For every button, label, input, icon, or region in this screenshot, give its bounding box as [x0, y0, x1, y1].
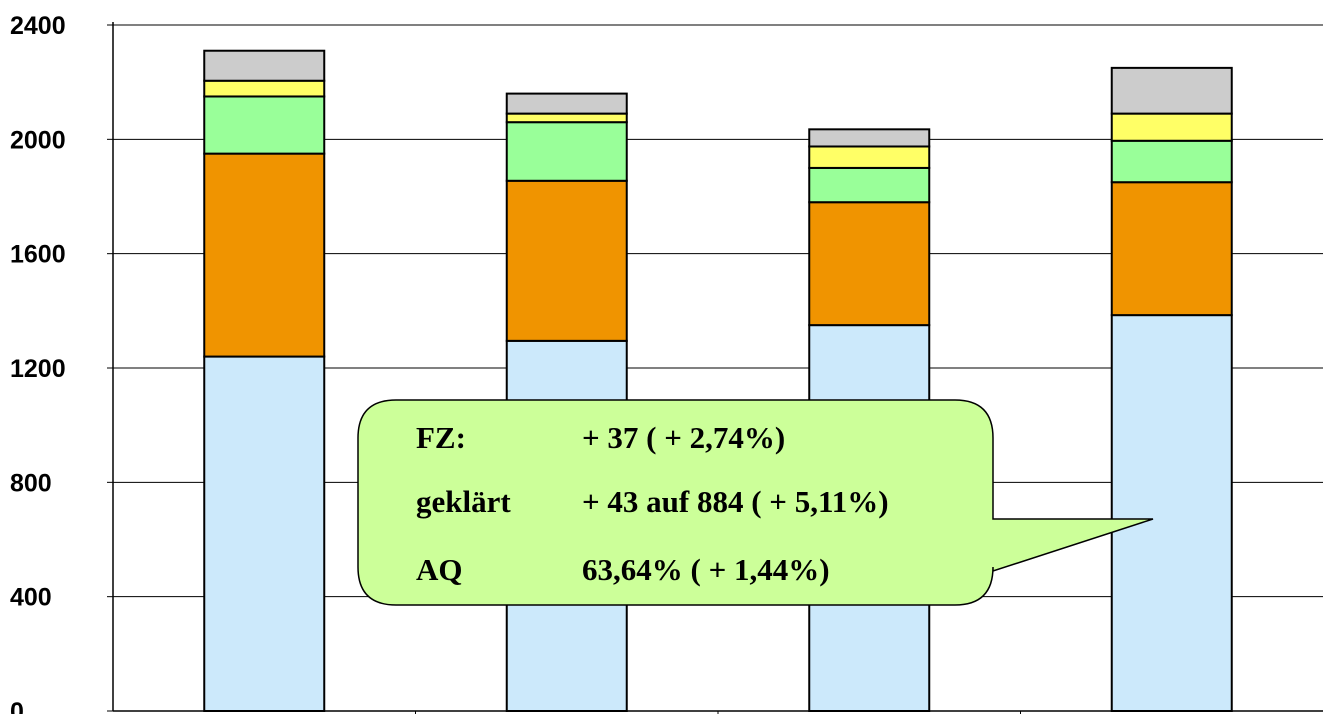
bar-segment	[1110, 139, 1233, 184]
bar-segment	[808, 145, 931, 169]
axes	[107, 22, 1323, 714]
bar-segment	[1110, 112, 1233, 142]
y-tick-label: 400	[10, 584, 52, 612]
y-tick-label: 1200	[10, 355, 66, 383]
y-tick-label: 1600	[10, 241, 66, 269]
bar-segment	[203, 355, 326, 712]
bars	[203, 49, 1233, 712]
y-tick-label: 2400	[10, 12, 66, 40]
y-tick-label: 0	[10, 698, 24, 714]
callout-box: FZ: + 37 ( + 2,74%) geklärt + 43 auf 884…	[357, 399, 1154, 606]
y-tick-label: 2000	[10, 126, 66, 154]
callout-shape	[357, 399, 1154, 606]
bar-segment	[808, 166, 931, 204]
bar-segment	[808, 201, 931, 327]
bar-segment	[505, 92, 628, 115]
callout-label-geklaert: geklärt	[416, 484, 511, 519]
bar-segment	[505, 112, 628, 124]
callout-value-fz: + 37 ( + 2,74%)	[582, 420, 785, 455]
bar-segment	[203, 152, 326, 358]
bar-segment	[505, 121, 628, 182]
bar-segment	[1110, 181, 1233, 317]
bar-segment	[1110, 66, 1233, 115]
bar-segment	[505, 179, 628, 342]
bar-segment	[1110, 314, 1233, 712]
callout-value-geklaert: + 43 auf 884 ( + 5,11%)	[582, 484, 889, 519]
bar-segment	[808, 128, 931, 148]
bar-segment	[203, 95, 326, 155]
callout-value-aq: 63,64% ( + 1,44%)	[582, 552, 830, 587]
bar-segment	[203, 49, 326, 82]
callout-label-aq: AQ	[416, 552, 463, 587]
y-tick-label: 800	[10, 469, 52, 497]
y-axis-ticks: 0 400 800 1200 1600 2000 2400	[10, 12, 66, 714]
callout-label-fz: FZ:	[416, 420, 466, 455]
bar-segment	[203, 79, 326, 98]
